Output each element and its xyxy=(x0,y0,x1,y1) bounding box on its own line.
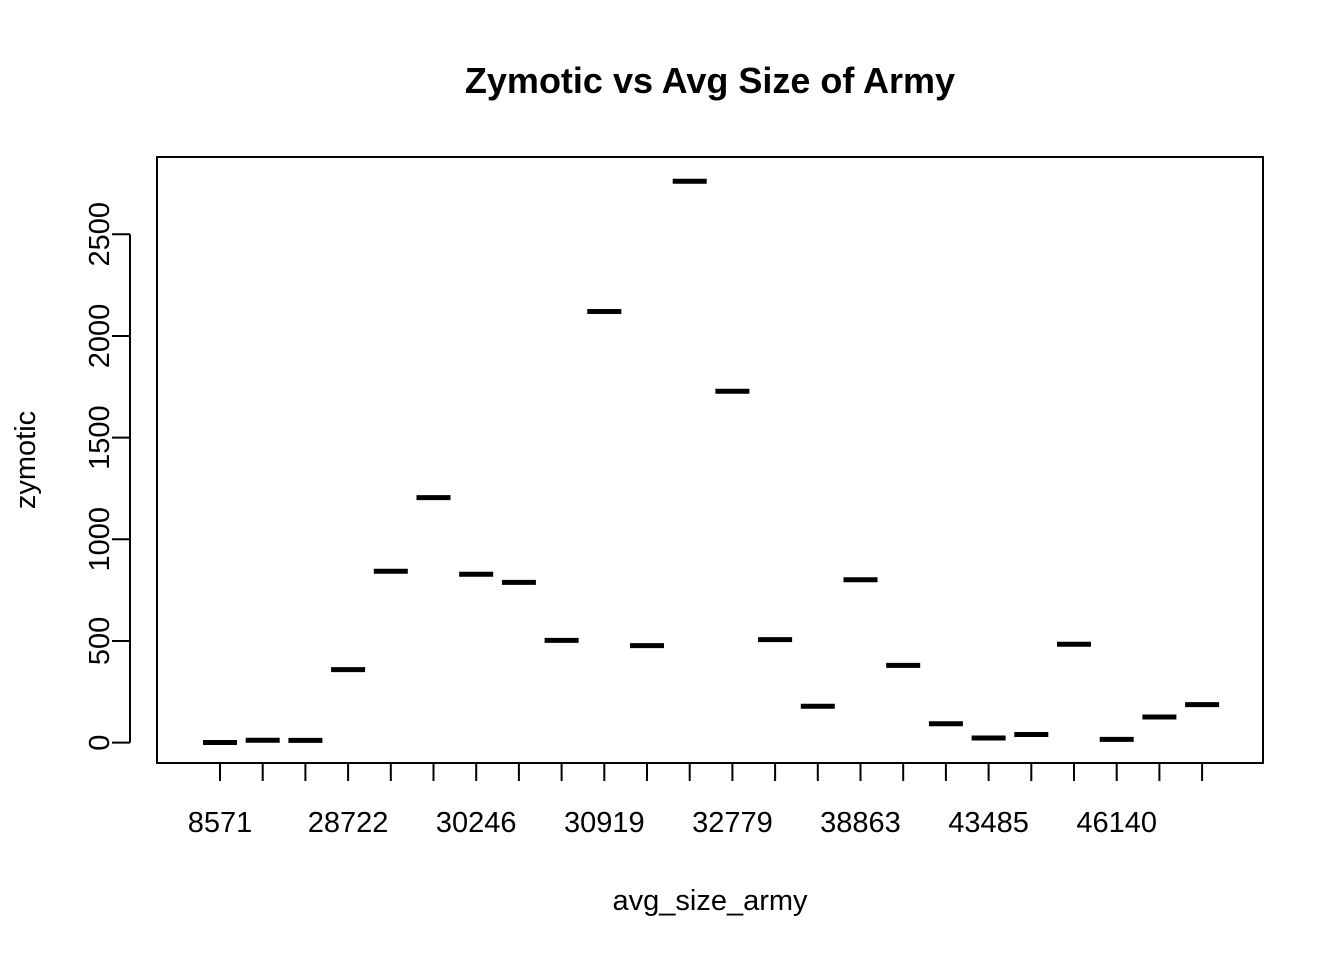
x-tick-label: 30246 xyxy=(436,807,517,839)
plot-area xyxy=(156,156,1264,764)
x-tick-label: 8571 xyxy=(188,807,253,839)
y-axis-label: zymotic xyxy=(10,411,42,509)
x-tick-label: 43485 xyxy=(948,807,1029,839)
y-tick-label: 1000 xyxy=(84,507,116,572)
x-axis-label: avg_size_army xyxy=(612,885,808,917)
chart-title: Zymotic vs Avg Size of Army xyxy=(465,60,955,101)
y-tick-label: 500 xyxy=(84,617,116,665)
y-tick-label: 0 xyxy=(84,735,116,751)
y-axis: 0 500 1000 1500 2000 2500 xyxy=(84,202,131,751)
y-tick-label: 1500 xyxy=(84,405,116,470)
x-tick-label: 30919 xyxy=(564,807,645,839)
y-tick-label: 2000 xyxy=(84,304,116,369)
x-axis: 8571 28722 30246 30919 32779 38863 43485 46140 xyxy=(188,762,1204,839)
y-tick-label: 2500 xyxy=(84,202,116,267)
x-tick-label: 32779 xyxy=(692,807,773,839)
x-tick-label: 28722 xyxy=(308,807,389,839)
x-tick-label: 46140 xyxy=(1076,807,1157,839)
data-marks xyxy=(203,178,1220,745)
x-tick-label: 38863 xyxy=(820,807,901,839)
